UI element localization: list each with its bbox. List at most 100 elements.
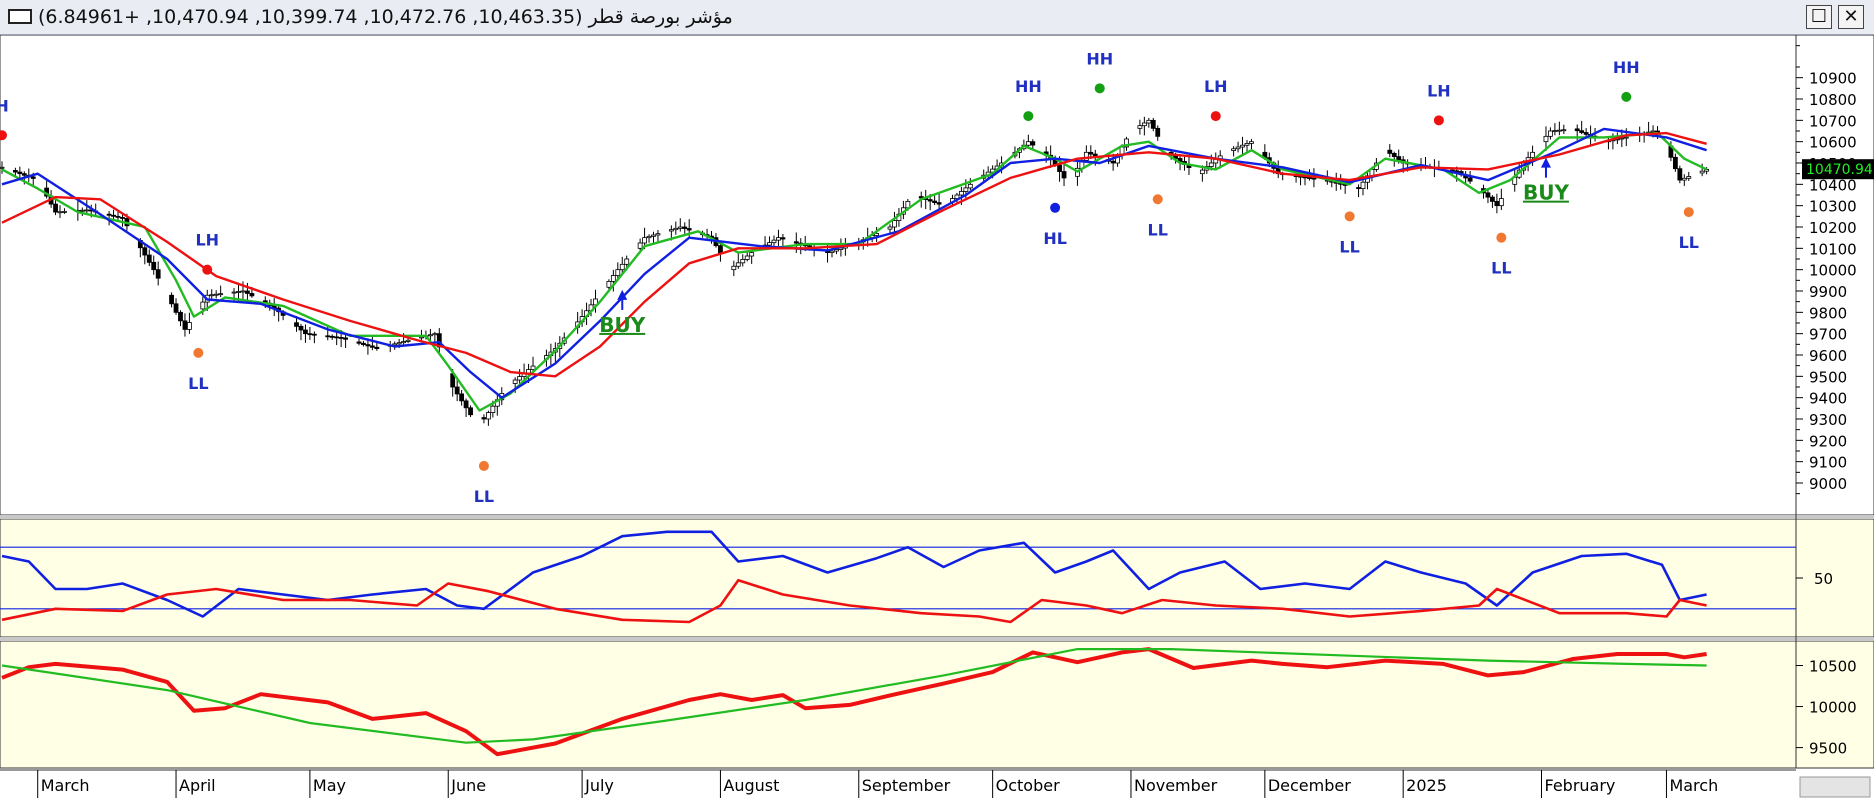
lower-axis-label: 9500 (1809, 740, 1847, 758)
candle-body (454, 386, 460, 395)
price-axis-label: 9500 (1809, 368, 1847, 386)
candle-body (245, 290, 250, 294)
candle-body (834, 249, 839, 252)
swing-markers: H LH LL LL HH HL HH LL LH LL LH LL HH LL (0, 49, 1699, 506)
date-axis-label: October (996, 776, 1060, 795)
swing-label: LL (1339, 237, 1359, 256)
panel-divider (0, 637, 1874, 641)
candle-body (936, 202, 942, 205)
candle-body (459, 393, 465, 402)
buy-arrow-icon (1540, 157, 1551, 168)
candle-body (396, 342, 402, 345)
candle-body (468, 407, 473, 416)
candle-body (1307, 177, 1312, 179)
candle-body (1208, 162, 1214, 167)
price-axis-label: 10900 (1809, 70, 1857, 88)
candle-body (111, 214, 116, 217)
swing-label: LL (188, 374, 208, 393)
price-panel-bg (0, 34, 1874, 516)
candle-body (1681, 177, 1687, 181)
candle-body (642, 237, 647, 244)
swing-label: HH (1086, 49, 1113, 68)
swing-label: LH (1204, 77, 1228, 96)
lower-axis-label: 10500 (1809, 658, 1857, 676)
price-axis-label: 10000 (1809, 262, 1857, 280)
candle-body (356, 341, 362, 344)
candle-body (512, 379, 518, 384)
swing-label: HL (1043, 229, 1067, 248)
candle-body (1704, 168, 1710, 172)
date-axis-label: December (1268, 776, 1351, 795)
price-axis-label: 9300 (1809, 411, 1847, 429)
candle-body (1356, 187, 1361, 190)
candle-body (793, 241, 799, 244)
date-axis-label: November (1134, 776, 1218, 795)
candle-body (62, 211, 67, 213)
candle-body (182, 320, 188, 330)
price-axis-label: 9200 (1809, 432, 1847, 450)
candle-body (481, 417, 487, 420)
candle-body (294, 322, 299, 327)
price-axis-label: 9000 (1809, 475, 1847, 493)
last-price-tag (1802, 159, 1874, 180)
candle-body (735, 262, 741, 267)
candle-body (303, 329, 308, 335)
candle-body (932, 200, 938, 204)
candle-body (1231, 148, 1237, 151)
swing-label: LL (474, 487, 494, 506)
candle-body (169, 294, 174, 305)
candle-body (30, 176, 36, 179)
candle-body (374, 346, 380, 349)
candle-body (1235, 146, 1241, 150)
window-title: مؤشر بورصة قطر (10,463.35, 10,472.76, 10… (38, 6, 733, 28)
candle-body (1360, 181, 1366, 189)
candle-body (307, 333, 313, 336)
candle-body (682, 226, 688, 229)
candle-body (84, 209, 90, 212)
swing-label: LH (1427, 81, 1451, 100)
swing-label: H (0, 96, 9, 115)
oscillator-blue-line (1, 530, 1707, 618)
date-axis-label: May (313, 776, 346, 795)
candle-body (668, 229, 674, 232)
date-axis-label: April (179, 776, 216, 795)
swing-dot (1683, 207, 1694, 218)
candle-body (1552, 130, 1558, 132)
candle-body (249, 293, 255, 297)
candle-body (1583, 132, 1589, 135)
candle-body (151, 261, 157, 271)
candle-body (1548, 130, 1553, 137)
swing-dot (1433, 115, 1444, 126)
candle-body (740, 259, 746, 264)
candle-body (57, 211, 63, 214)
candle-body (200, 301, 206, 310)
date-axis-label: July (584, 776, 614, 795)
candle-body (365, 344, 371, 347)
candle-body (646, 235, 652, 239)
oscillator-red-line (1, 578, 1707, 624)
candle-body (610, 275, 616, 282)
chart-area: H LH LL LL HH HL HH LL LH LL LH LL HH LL BUY BUY 9000 910… (0, 34, 1874, 804)
price-axis-label: 10800 (1809, 91, 1857, 109)
stock-chart: H LH LL LL HH HL HH LL LH LL LH LL HH LL BUY BUY 9000 910… (0, 34, 1874, 804)
candle-body (173, 303, 179, 313)
candle-body (21, 173, 27, 176)
price-axis-label: 10600 (1809, 134, 1857, 152)
candle-body (686, 228, 692, 231)
swing-dot (1023, 111, 1034, 122)
candle-body (963, 187, 969, 192)
price-axis-label: 9400 (1809, 390, 1847, 408)
swing-label: LL (1148, 220, 1168, 239)
maximize-button[interactable]: ☐ (1806, 5, 1832, 29)
close-button[interactable]: ✕ (1838, 5, 1864, 29)
candle-body (401, 341, 407, 344)
price-axis-label: 10200 (1809, 219, 1857, 237)
price-axis-label: 10300 (1809, 198, 1857, 216)
last-price-label: 10470.94 (1806, 162, 1873, 178)
candle-body (1391, 153, 1397, 158)
candle-body (1556, 129, 1562, 132)
candle-body (749, 252, 755, 257)
candle-body (1677, 168, 1683, 181)
candle-body (1498, 198, 1504, 207)
candle-body (334, 336, 340, 339)
